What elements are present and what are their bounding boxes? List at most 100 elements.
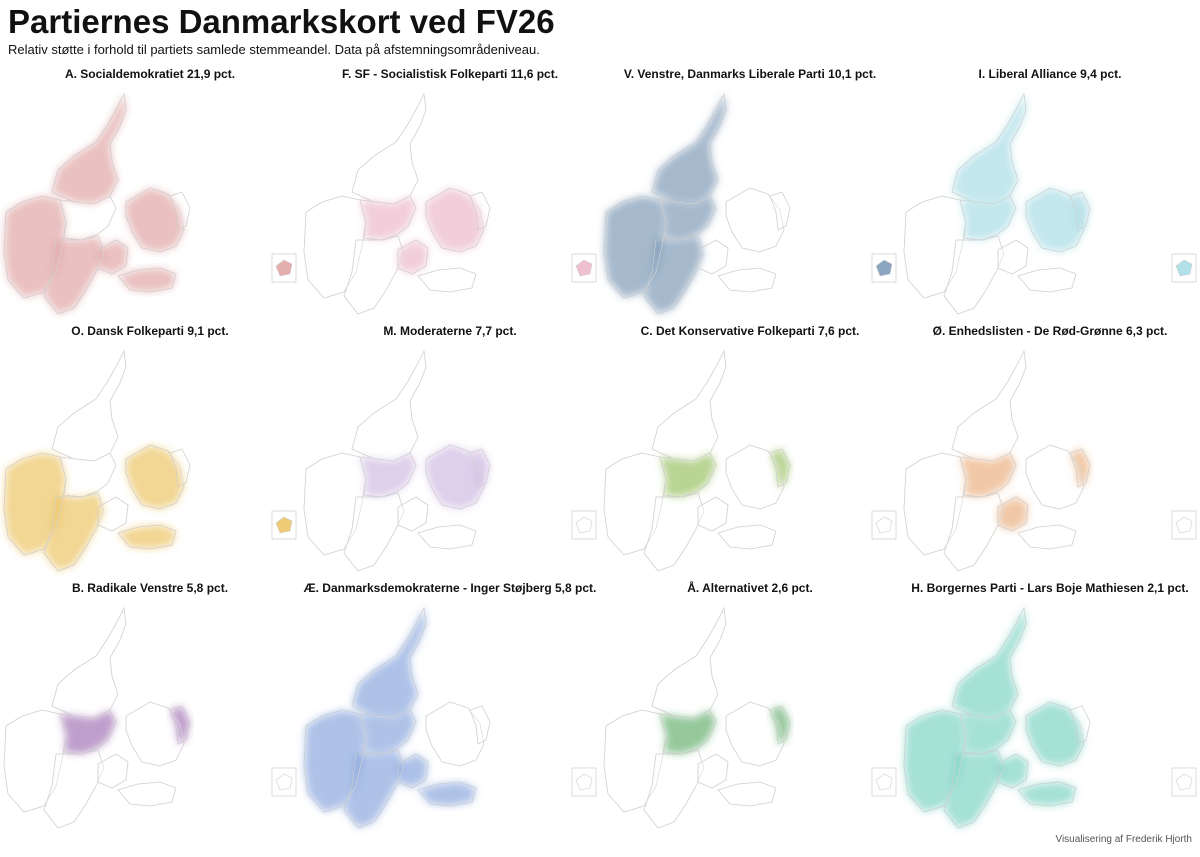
panel-danmarksdemokraterne: Æ. Danmarksdemokraterne - Inger Støjberg… bbox=[300, 580, 600, 837]
region-border-central-jutland bbox=[359, 195, 417, 241]
region-border-south-jutland bbox=[943, 749, 1005, 829]
region-border-central-jutland bbox=[659, 195, 717, 241]
panel-liberal-alliance: I. Liberal Alliance 9,4 pct. bbox=[900, 66, 1200, 323]
region-outline-lolland-falster bbox=[717, 524, 777, 550]
bornholm-box bbox=[271, 510, 297, 540]
region-border-zealand bbox=[125, 444, 185, 510]
support-fill-central-jutland bbox=[360, 453, 416, 497]
region-border-south-jutland bbox=[943, 235, 1005, 315]
bornholm-box bbox=[271, 767, 297, 797]
region-outline-north-jutland bbox=[351, 349, 427, 462]
region-border-west-jutland bbox=[903, 452, 967, 556]
region-border-funen bbox=[97, 239, 129, 275]
region-border-west-jutland bbox=[603, 195, 667, 299]
support-fill-central-jutland bbox=[660, 196, 716, 240]
bornholm-island bbox=[875, 773, 893, 791]
region-border-capital bbox=[469, 191, 491, 231]
support-fill-lolland-falster bbox=[418, 782, 476, 806]
panel-title: Æ. Danmarksdemokraterne - Inger Støjberg… bbox=[303, 581, 597, 595]
bornholm-box bbox=[571, 767, 597, 797]
region-border-south-jutland bbox=[43, 749, 105, 829]
region-border-zealand bbox=[1025, 444, 1085, 510]
support-fill-central-jutland bbox=[960, 453, 1016, 497]
region-border-south-jutland bbox=[343, 235, 405, 315]
region-border-west-jutland bbox=[3, 452, 67, 556]
region-border-south-jutland bbox=[643, 235, 705, 315]
bornholm-inset bbox=[571, 767, 597, 797]
region-border-south-jutland bbox=[343, 492, 405, 572]
region-border-lolland-falster bbox=[1017, 524, 1077, 550]
credit: Visualisering af Frederik Hjorth bbox=[1055, 834, 1192, 845]
bornholm-box bbox=[1171, 767, 1197, 797]
support-fill-central-jutland bbox=[660, 710, 716, 754]
region-border-capital bbox=[769, 705, 791, 745]
support-fill-funen bbox=[398, 240, 428, 274]
region-border-west-jutland bbox=[3, 195, 67, 299]
region-outline-lolland-falster bbox=[417, 524, 477, 550]
panel-sf: F. SF - Socialistisk Folkeparti 11,6 pct… bbox=[300, 66, 600, 323]
support-fill-lolland-falster bbox=[118, 525, 176, 549]
panel-title: C. Det Konservative Folkeparti 7,6 pct. bbox=[640, 324, 860, 338]
panel-title: B. Radikale Venstre 5,8 pct. bbox=[71, 581, 229, 595]
bornholm-box bbox=[871, 510, 897, 540]
region-border-west-jutland bbox=[303, 195, 367, 299]
bornholm-inset bbox=[871, 510, 897, 540]
panel-enhedslisten: Ø. Enhedslisten - De Rød-Grønne 6,3 pct. bbox=[900, 323, 1200, 580]
region-border-funen bbox=[97, 753, 129, 789]
region-border-lolland-falster bbox=[117, 267, 177, 293]
panel-socialdemokratiet: A. Socialdemokratiet 21,9 pct. bbox=[0, 66, 300, 323]
region-border-zealand bbox=[725, 444, 785, 510]
region-border-south-jutland bbox=[343, 749, 405, 829]
panel-title: M. Moderaterne 7,7 pct. bbox=[383, 324, 517, 338]
region-border-zealand bbox=[425, 444, 485, 510]
support-fill-zealand bbox=[426, 188, 484, 252]
bornholm-box bbox=[571, 510, 597, 540]
support-fill-central-jutland bbox=[360, 710, 416, 754]
support-fill-funen bbox=[998, 754, 1028, 788]
region-border-central-jutland bbox=[959, 452, 1017, 498]
region-border-central-jutland bbox=[59, 195, 117, 241]
region-outline-north-jutland bbox=[651, 349, 727, 462]
region-border-south-jutland bbox=[643, 492, 705, 572]
bornholm-island bbox=[575, 516, 593, 534]
region-border-funen bbox=[997, 239, 1029, 275]
panel-radikale-venstre: B. Radikale Venstre 5,8 pct. bbox=[0, 580, 300, 837]
region-border-central-jutland bbox=[659, 452, 717, 498]
region-border-lolland-falster bbox=[717, 267, 777, 293]
region-border-central-jutland bbox=[959, 709, 1017, 755]
region-border-funen bbox=[97, 496, 129, 532]
panel-title: Å. Alternativet 2,6 pct. bbox=[687, 581, 813, 595]
region-border-funen bbox=[997, 496, 1029, 532]
panel-konservative: C. Det Konservative Folkeparti 7,6 pct. bbox=[600, 323, 900, 580]
region-border-capital bbox=[169, 191, 191, 231]
bornholm-box bbox=[871, 253, 897, 283]
region-border-south-jutland bbox=[43, 492, 105, 572]
support-fill-south-jutland bbox=[44, 236, 104, 314]
region-border-capital bbox=[169, 448, 191, 488]
support-fill-funen bbox=[998, 497, 1028, 531]
bornholm-box bbox=[871, 767, 897, 797]
bornholm-inset bbox=[871, 253, 897, 283]
region-border-funen bbox=[997, 753, 1029, 789]
bornholm-inset bbox=[871, 767, 897, 797]
support-fill-west-jutland bbox=[4, 196, 66, 298]
support-fill-zealand bbox=[1026, 188, 1084, 252]
region-outline-lolland-falster bbox=[1017, 267, 1077, 293]
region-border-lolland-falster bbox=[1017, 781, 1077, 807]
region-border-capital bbox=[1069, 448, 1091, 488]
region-border-zealand bbox=[1025, 187, 1085, 253]
bornholm-island bbox=[575, 259, 593, 277]
region-border-west-jutland bbox=[603, 709, 667, 813]
region-border-zealand bbox=[725, 701, 785, 767]
region-border-capital bbox=[469, 448, 491, 488]
region-border-funen bbox=[697, 239, 729, 275]
bornholm-inset bbox=[571, 253, 597, 283]
region-border-lolland-falster bbox=[117, 781, 177, 807]
region-outline-lolland-falster bbox=[117, 781, 177, 807]
support-fill-north-jutland bbox=[652, 94, 726, 204]
bornholm-box bbox=[1171, 510, 1197, 540]
denmark-map bbox=[903, 349, 1197, 572]
map-grid: A. Socialdemokratiet 21,9 pct. F. SF - S… bbox=[0, 66, 1200, 836]
region-border-lolland-falster bbox=[417, 524, 477, 550]
panel-title: A. Socialdemokratiet 21,9 pct. bbox=[64, 67, 236, 81]
